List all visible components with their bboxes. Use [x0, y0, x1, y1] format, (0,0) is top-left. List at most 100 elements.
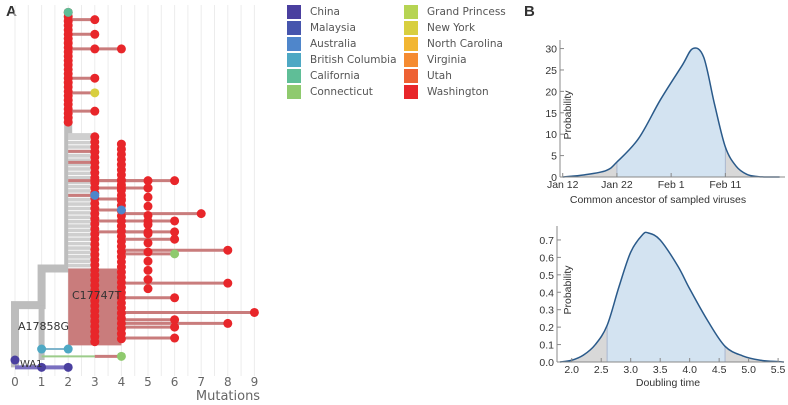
x-tick-label: 2.5 — [594, 364, 609, 376]
tip-node — [170, 176, 180, 186]
legend-entry: Grand Princess — [404, 4, 506, 20]
tip-node — [116, 194, 126, 204]
legend-swatch — [287, 85, 301, 99]
tip-node — [170, 293, 180, 303]
x-tick-label: 3.5 — [653, 364, 668, 376]
legend-swatch — [287, 5, 301, 19]
legend-swatch — [404, 85, 418, 99]
density-curve — [559, 231, 785, 363]
credible-interval-area — [616, 47, 726, 177]
legend-label: California — [310, 70, 360, 82]
tip-node — [143, 176, 153, 186]
bc-node — [37, 344, 47, 354]
tip-node — [143, 216, 153, 226]
y-tick-label: 0.6 — [539, 252, 554, 264]
y-tick-label: 15 — [545, 108, 557, 120]
legend-label: Connecticut — [310, 86, 373, 98]
x-tick-label: Feb 1 — [658, 179, 685, 191]
tip-node — [90, 190, 100, 200]
y-tick-label: 0.1 — [539, 340, 554, 352]
legend-entry: China — [287, 4, 340, 20]
tip-node — [90, 15, 100, 25]
tip-node — [170, 322, 180, 332]
node — [143, 256, 153, 266]
legend-swatch — [404, 37, 418, 51]
tip-node — [90, 88, 100, 98]
legend-label: New York — [427, 22, 476, 34]
annotation-a17858g: A17858G — [18, 320, 69, 333]
node — [63, 117, 73, 127]
tip-node — [90, 146, 100, 156]
legend-label: Grand Princess — [427, 6, 506, 18]
x-tick-label: 3 — [91, 375, 99, 389]
tip-node — [90, 157, 100, 167]
node — [143, 275, 153, 284]
node — [143, 192, 153, 202]
x-tick-label: 2.0 — [564, 364, 579, 376]
legend-entry: New York — [404, 20, 475, 36]
x-tick-label: 4.0 — [682, 364, 697, 376]
legend-entry: Australia — [287, 36, 356, 52]
y-tick-label: 20 — [545, 86, 557, 98]
panel-b-label: B — [524, 3, 535, 20]
legend-entry: Utah — [404, 68, 452, 84]
legend-entry: Connecticut — [287, 84, 373, 100]
y-tick-label: 0.7 — [539, 235, 554, 247]
node — [143, 265, 153, 275]
y-tick-label: 5 — [551, 151, 557, 163]
legend-label: Australia — [310, 38, 357, 50]
tip-node — [143, 183, 153, 193]
b2-y-axis-label: Probability — [562, 265, 574, 315]
x-tick-label: Jan 12 — [547, 179, 579, 191]
node — [143, 284, 153, 294]
legend-swatch — [287, 69, 301, 83]
b1-y-axis-label: Probability — [562, 90, 574, 140]
legend-swatch — [287, 21, 301, 35]
node — [143, 238, 153, 248]
credible-interval-area — [607, 232, 726, 362]
y-tick-label: 0.3 — [539, 305, 554, 317]
tip-node — [196, 209, 206, 219]
node — [116, 334, 126, 344]
y-tick-label: 0.2 — [539, 322, 554, 334]
y-tick-label: 0.4 — [539, 287, 554, 299]
tip-node — [116, 351, 126, 361]
legend-label: North Carolina — [427, 38, 503, 50]
x-tick-label: 6 — [171, 375, 179, 389]
tip-node — [223, 278, 233, 288]
annotation-c17747t: C17747T — [72, 289, 122, 302]
legend-entry: California — [287, 68, 360, 84]
tree-x-ticks: 0 1 2 3 4 5 6 7 8 9 — [11, 375, 258, 389]
tip-node — [116, 176, 126, 186]
tip-node — [116, 44, 126, 54]
tip-node — [170, 227, 180, 237]
tip-node — [170, 216, 180, 226]
density-curve — [562, 47, 780, 178]
y-tick-label: 10 — [545, 129, 557, 141]
y-tick-label: 0.5 — [539, 270, 554, 282]
y-tick-label: 0.0 — [539, 357, 554, 369]
tail-area — [562, 47, 780, 177]
x-tick-label: Feb 11 — [709, 179, 741, 191]
tail-area — [559, 232, 784, 362]
legend-label: Virginia — [427, 54, 467, 66]
tip-node — [170, 234, 180, 244]
tip-node — [63, 7, 73, 17]
tip-node — [90, 106, 100, 116]
tip-node — [63, 344, 73, 354]
node — [143, 247, 153, 257]
legend-swatch — [287, 37, 301, 51]
tip-node — [90, 176, 100, 186]
annotation-wa1: WA1 — [20, 359, 43, 370]
tip-node — [116, 205, 126, 215]
x-tick-label: 2 — [64, 375, 72, 389]
legend-swatch — [404, 53, 418, 67]
mutation-tree-chart: 0 1 2 3 4 5 6 7 8 9 Mutations A17858G C17747T WA1 — [10, 5, 260, 404]
tip-node — [223, 245, 233, 255]
tip-node — [90, 29, 100, 39]
b1-x-axis-label: Common ancestor of sampled viruses — [570, 194, 746, 206]
x-tick-label: 3.0 — [623, 364, 638, 376]
x-tick-label: 9 — [251, 375, 259, 389]
x-tick-label: 8 — [224, 375, 232, 389]
legend-label: Utah — [427, 70, 452, 82]
